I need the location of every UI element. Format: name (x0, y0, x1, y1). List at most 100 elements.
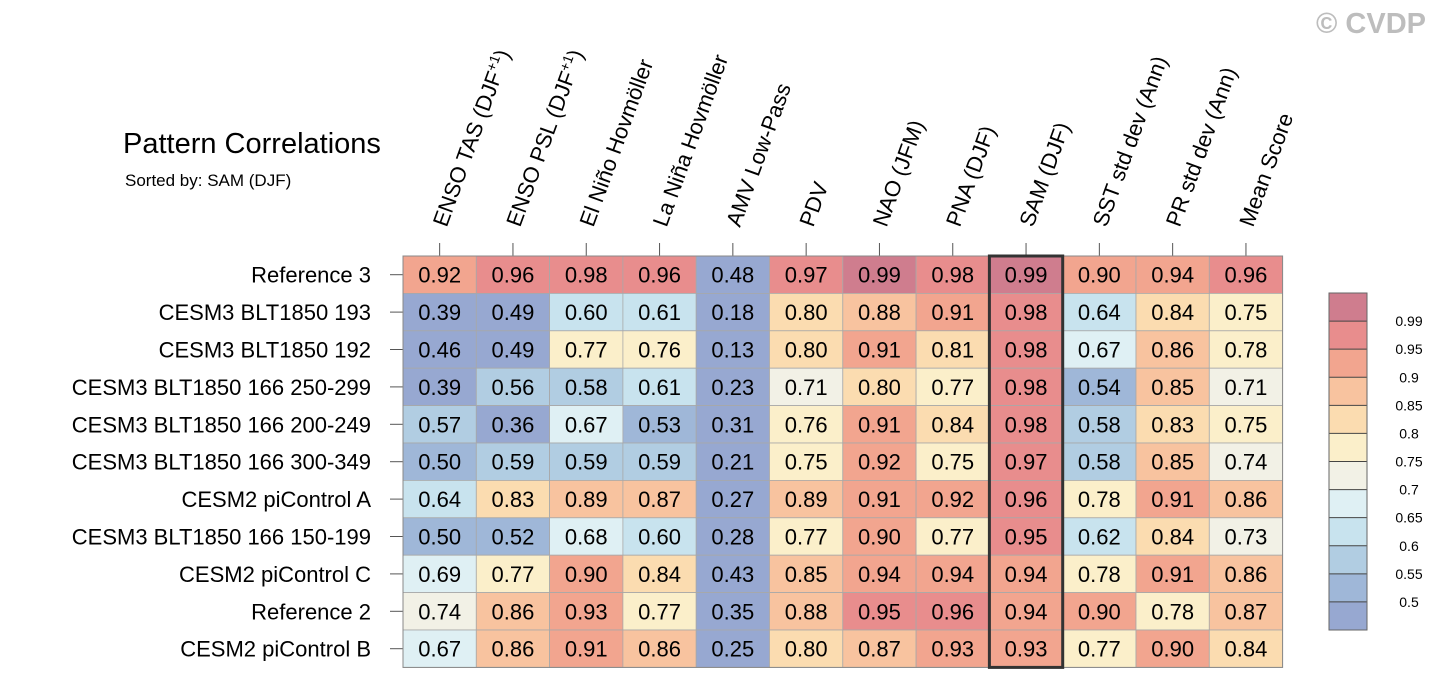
cell-value: 0.35 (711, 599, 754, 624)
heatmap-cell (622, 255, 697, 294)
cell-value: 0.39 (418, 300, 461, 325)
heatmap-cell (549, 629, 624, 668)
cell-value: 0.96 (638, 263, 681, 288)
cell-value: 0.91 (858, 487, 901, 512)
cell-value: 0.25 (711, 637, 754, 662)
colorbar-swatch (1329, 517, 1367, 546)
row-labels: Reference 3 CESM3 BLT1850 193 CESM3 BLT185… (72, 263, 403, 662)
cell-value: 0.94 (858, 562, 901, 587)
cell-value: 0.93 (1005, 637, 1048, 662)
cell-value: 0.98 (1005, 300, 1048, 325)
heatmap-cell (695, 367, 770, 407)
cell-value: 0.97 (1005, 450, 1048, 475)
heatmap-cell (475, 255, 550, 294)
colorbar-label: 0.8 (1399, 425, 1419, 441)
heatmap-cell (402, 554, 477, 594)
heatmap-cell (402, 592, 477, 631)
cell-value: 0.84 (1225, 637, 1268, 662)
heatmap-grid: 0.92 0.96 0.98 0.96 0.48 0.97 0.99 0.98 0.99 0.90… (402, 254, 1284, 669)
cell-value: 0.49 (492, 338, 535, 363)
heatmap-cell (769, 479, 844, 519)
heatmap-cell (769, 255, 844, 294)
row-label: CESM2 piControl B (180, 637, 371, 662)
cell-value: 0.75 (931, 450, 974, 475)
cell-value: 0.87 (858, 637, 901, 662)
heatmap-cell (1062, 554, 1137, 594)
row-label: Reference 3 (251, 263, 371, 288)
heatmap-cell (695, 405, 770, 444)
heatmap-cell (622, 367, 697, 407)
cell-value: 0.89 (785, 487, 828, 512)
grid-frame (402, 255, 1284, 668)
cell-value: 0.84 (1151, 300, 1194, 325)
cell-value: 0.96 (1005, 487, 1048, 512)
cell-value: 0.80 (785, 300, 828, 325)
heatmap-cell (842, 517, 917, 556)
cell-value: 0.91 (1151, 562, 1194, 587)
cell-value: 0.18 (711, 300, 754, 325)
column-label: El Niño Hovmöller (574, 56, 658, 230)
cell-value: 0.76 (785, 412, 828, 437)
heatmap-cell (549, 292, 624, 332)
column-label: PNA (DJF) (941, 122, 1000, 229)
cell-value: 0.99 (1005, 263, 1048, 288)
heatmap-cell (1208, 292, 1284, 332)
cell-value: 0.85 (1151, 450, 1194, 475)
heatmap-cell (915, 517, 990, 556)
heatmap-cell (695, 479, 770, 519)
cell-value: 0.85 (785, 562, 828, 587)
cell-value: 0.94 (931, 562, 974, 587)
cell-value: 0.48 (711, 263, 754, 288)
cell-value: 0.90 (1078, 599, 1121, 624)
cell-value: 0.96 (1225, 263, 1268, 288)
cell-value: 0.64 (418, 487, 461, 512)
heatmap-cell (475, 629, 550, 668)
cell-value: 0.23 (711, 375, 754, 400)
cell-value: 0.99 (858, 263, 901, 288)
heatmap-cell (915, 255, 990, 294)
cell-value: 0.92 (858, 450, 901, 475)
cell-value: 0.98 (1005, 412, 1048, 437)
heatmap-cell (1135, 629, 1210, 668)
cell-value: 0.93 (565, 599, 608, 624)
colorbar-swatch (1329, 545, 1367, 574)
chart-subtitle: Sorted by: SAM (DJF) (125, 171, 291, 190)
cell-value: 0.64 (1078, 300, 1121, 325)
cell-value: 0.60 (565, 300, 608, 325)
heatmap-cell (842, 405, 917, 444)
row-label: CESM3 BLT1850 166 150-199 (72, 525, 371, 550)
cell-value: 0.78 (1078, 487, 1121, 512)
cell-value: 0.75 (785, 450, 828, 475)
heatmap-cell (989, 554, 1064, 594)
heatmap-cell (549, 405, 624, 444)
row-label: Reference 2 (251, 599, 371, 624)
heatmap-cell (622, 592, 697, 631)
heatmap-cell (842, 554, 917, 594)
cell-value: 0.81 (931, 338, 974, 363)
heatmap-cell (1208, 330, 1284, 369)
cell-value: 0.77 (1078, 637, 1121, 662)
cell-value: 0.93 (931, 637, 974, 662)
cell-value: 0.91 (858, 338, 901, 363)
heatmap-cell (989, 255, 1064, 294)
chart-title: Pattern Correlations (123, 128, 381, 160)
heatmap-cell (622, 629, 697, 668)
cell-value: 0.98 (931, 263, 974, 288)
column-label: NAO (JFM) (868, 117, 930, 230)
colorbar-legend: 0.99 0.95 0.9 0.85 0.8 0.75 0.7 0.65 0.6 0.55 0.5 (1328, 292, 1423, 631)
cell-value: 0.49 (492, 300, 535, 325)
colorbar-swatch (1329, 405, 1367, 434)
heatmap-cell (1135, 554, 1210, 594)
colorbar-swatch (1329, 601, 1367, 630)
heatmap-cell (989, 592, 1064, 631)
heatmap-cell (769, 330, 844, 369)
cell-value: 0.96 (931, 599, 974, 624)
cell-value: 0.92 (418, 263, 461, 288)
cell-value: 0.89 (565, 487, 608, 512)
row-label: CESM2 piControl A (181, 487, 371, 512)
copyright-text: © CVDP (1316, 8, 1426, 40)
cell-value: 0.91 (931, 300, 974, 325)
cell-value: 0.84 (931, 412, 974, 437)
cell-value: 0.74 (418, 599, 461, 624)
